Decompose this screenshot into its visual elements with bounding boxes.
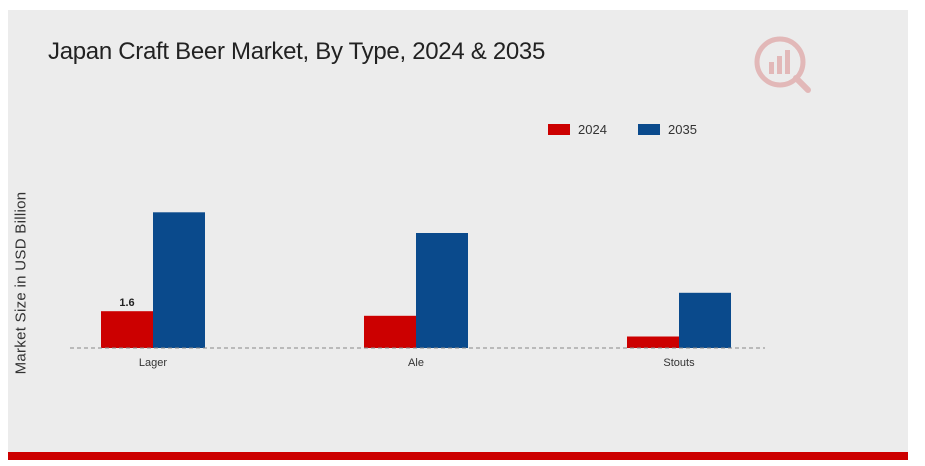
legend-label-2024: 2024 — [578, 122, 607, 137]
footer-accent-bar — [8, 452, 908, 460]
legend-swatch-2035 — [638, 124, 660, 135]
bar-ale-2035 — [416, 233, 468, 348]
data-labels: 1.6 — [119, 297, 134, 309]
bar-stouts-2024 — [627, 336, 679, 348]
bar-lager-2035 — [153, 212, 205, 348]
market-research-logo-icon — [754, 36, 811, 93]
bar-stouts-2035 — [679, 292, 731, 348]
legend-swatch-2024 — [548, 124, 570, 135]
x-tick-label-stouts: Stouts — [663, 357, 695, 369]
x-tick-labels: Lager Ale Stouts — [139, 357, 695, 369]
legend: 2024 2035 — [548, 122, 697, 137]
bars — [101, 212, 731, 348]
bar-ale-2024 — [364, 315, 416, 348]
chart-title: Japan Craft Beer Market, By Type, 2024 &… — [48, 38, 546, 65]
x-tick-label-ale: Ale — [408, 357, 424, 369]
data-label-lager-2024: 1.6 — [119, 297, 134, 309]
bar-lager-2024 — [101, 311, 153, 348]
x-tick-label-lager: Lager — [139, 357, 167, 369]
legend-label-2035: 2035 — [668, 122, 697, 137]
